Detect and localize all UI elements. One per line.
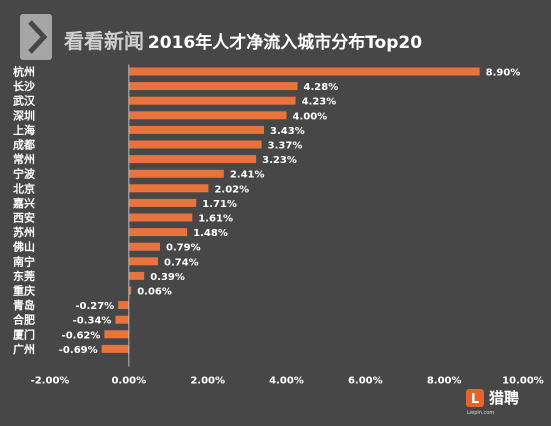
category-label: 常州	[13, 152, 35, 166]
data-label: 3.37%	[268, 141, 303, 152]
data-label: 0.79%	[166, 243, 201, 254]
bars-layer: 杭州 8.90% 长沙 4.28% 武汉 4.23% 深圳 4.00% 上海 3.43% 成都 3.3…	[12, 64, 521, 367]
bar	[128, 242, 160, 251]
data-label: 0.06%	[137, 287, 172, 298]
data-label: 3.43%	[270, 126, 305, 137]
category-label: 深圳	[13, 108, 35, 122]
category-label: 佛山	[12, 240, 35, 254]
bar	[128, 184, 209, 193]
data-label: 3.23%	[262, 155, 297, 166]
bar	[128, 228, 188, 237]
data-label: -0.69%	[59, 345, 98, 356]
category-label: 合肥	[13, 313, 35, 327]
brand-sub: Liepin.com	[467, 410, 494, 416]
brand-icon	[466, 389, 484, 407]
watermark-text: 看看新闻	[64, 29, 144, 53]
data-label: 2.41%	[230, 170, 265, 181]
bar	[128, 257, 159, 266]
bar	[128, 155, 257, 164]
category-label: 东莞	[13, 269, 35, 283]
data-label: 8.90%	[486, 68, 521, 79]
watermark-logo: 看看新闻	[20, 14, 144, 60]
bar	[128, 271, 145, 280]
category-label: 重庆	[13, 284, 35, 298]
category-label: 武汉	[13, 94, 36, 108]
category-label: 厦门	[13, 327, 35, 341]
bar	[128, 67, 480, 76]
bar	[101, 344, 129, 353]
bar	[128, 125, 265, 134]
data-label: 4.28%	[304, 82, 339, 93]
x-tick-label: 10.00%	[502, 376, 544, 387]
brand-name: 猎聘	[489, 389, 519, 407]
data-label: 1.61%	[198, 214, 233, 225]
x-tick-label: 4.00%	[269, 376, 304, 387]
x-tick-label: 6.00%	[348, 376, 383, 387]
watermark-icon-mark	[28, 20, 48, 54]
data-label: 2.02%	[214, 184, 249, 195]
x-axis: -2.00% 0.00% 2.00% 4.00% 6.00% 8.00% 10.00%	[31, 376, 544, 387]
category-label: 青岛	[13, 298, 35, 312]
category-label: 成都	[13, 138, 35, 152]
data-label: 0.74%	[164, 257, 199, 268]
data-label: 1.48%	[193, 228, 228, 239]
category-label: 长沙	[13, 79, 35, 93]
bar	[128, 140, 262, 149]
data-label: 0.39%	[150, 272, 185, 283]
bar	[128, 198, 197, 207]
category-label: 上海	[13, 123, 35, 137]
category-label: 北京	[13, 181, 35, 195]
category-label: 嘉兴	[12, 196, 35, 210]
bar	[104, 330, 129, 339]
category-label: 南宁	[13, 254, 35, 268]
brand-icon-letter: L	[471, 392, 479, 407]
bar	[128, 213, 193, 222]
data-label: 4.23%	[302, 97, 337, 108]
bar	[115, 315, 129, 324]
bar	[128, 111, 287, 120]
bar	[128, 286, 132, 295]
x-tick-label: -2.00%	[31, 376, 70, 387]
watermark-icon	[20, 14, 52, 60]
bar	[128, 82, 298, 91]
chart-title: 2016年人才净流入城市分布Top20	[148, 32, 422, 53]
category-label: 宁波	[13, 167, 36, 181]
category-label: 杭州	[13, 65, 35, 79]
data-label: 4.00%	[293, 111, 328, 122]
data-label: -0.27%	[75, 301, 114, 312]
x-tick-label: 8.00%	[427, 376, 462, 387]
category-label: 西安	[13, 211, 35, 225]
bar	[128, 169, 224, 178]
bar	[118, 301, 129, 310]
x-tick-label: 0.00%	[111, 376, 146, 387]
data-label: -0.34%	[73, 316, 112, 327]
x-tick-label: 2.00%	[190, 376, 225, 387]
data-label: -0.62%	[62, 330, 101, 341]
category-label: 苏州	[13, 225, 35, 239]
data-label: 1.71%	[202, 199, 237, 210]
brand-logo: L 猎聘 Liepin.com	[466, 389, 519, 416]
bar	[128, 96, 296, 105]
category-label: 广州	[13, 342, 35, 356]
